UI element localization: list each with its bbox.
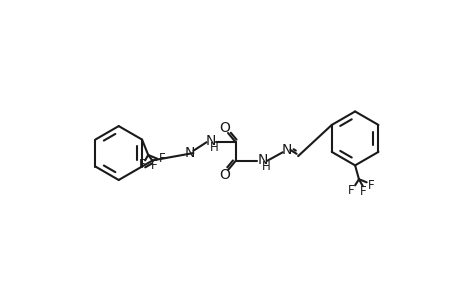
Text: F: F xyxy=(347,184,354,196)
Text: O: O xyxy=(218,168,229,182)
Text: F: F xyxy=(158,152,165,164)
Text: N: N xyxy=(281,143,291,157)
Text: H: H xyxy=(209,141,218,154)
Text: O: O xyxy=(218,122,229,135)
Text: N: N xyxy=(205,134,215,148)
Text: H: H xyxy=(262,160,270,172)
Text: F: F xyxy=(139,158,145,171)
Text: F: F xyxy=(367,179,374,192)
Text: F: F xyxy=(358,185,365,198)
Text: N: N xyxy=(257,153,267,167)
Text: N: N xyxy=(184,146,194,160)
Text: F: F xyxy=(151,159,157,172)
